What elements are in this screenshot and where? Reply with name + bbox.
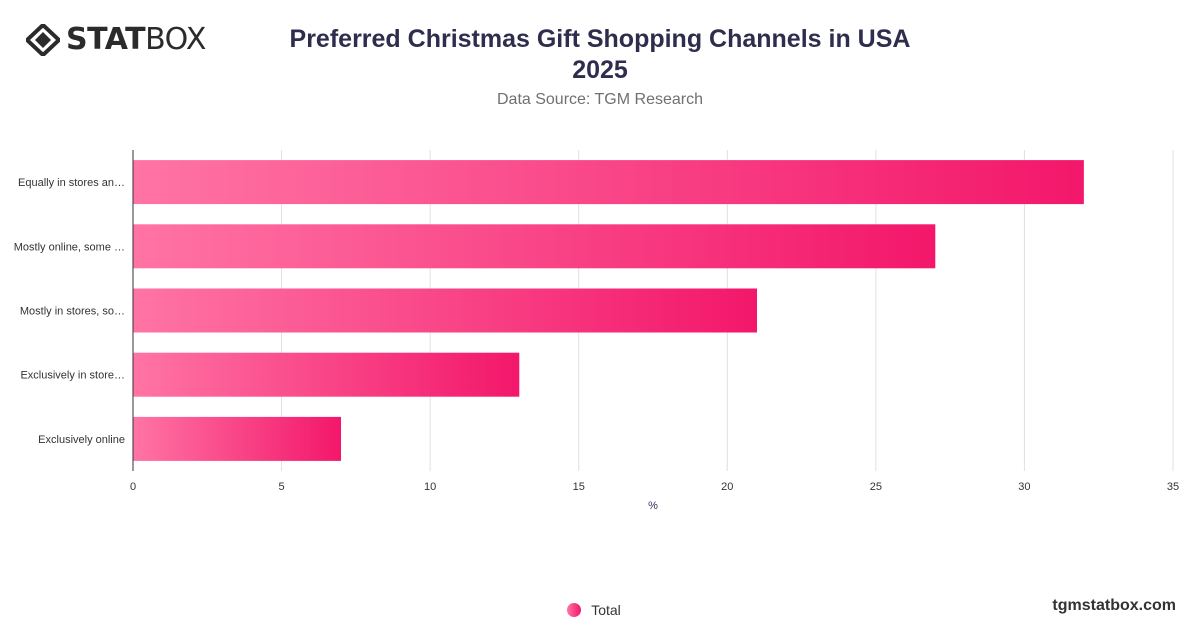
y-category-label: Exclusively in store…: [20, 370, 125, 382]
x-axis-labels: 0 5 10 15 20 25 30 35: [130, 481, 1179, 493]
y-category-label: Mostly in stores, so…: [20, 306, 125, 318]
bar[interactable]: [133, 416, 341, 461]
chart-title: Preferred Christmas Gift Shopping Channe…: [200, 24, 1000, 86]
legend-swatch: [567, 603, 582, 617]
statbox-logo: STATBOX: [26, 24, 206, 56]
y-axis-labels: Equally in stores an… Mostly online, some…: [14, 177, 125, 446]
logo-text-bold: STAT: [66, 22, 146, 57]
chart-title-line-2: 2025: [572, 56, 628, 84]
bar[interactable]: [133, 224, 936, 269]
bar[interactable]: [133, 160, 1084, 205]
bar[interactable]: [133, 288, 757, 333]
y-category-label: Exclusively online: [38, 434, 125, 446]
chart-subtitle: Data Source: TGM Research: [496, 91, 703, 108]
x-tick-label: 15: [573, 481, 585, 493]
logo-text: STATBOX: [66, 24, 206, 56]
bar[interactable]: [133, 352, 520, 397]
x-tick-label: 25: [870, 481, 882, 493]
chart-title-line-1: Preferred Christmas Gift Shopping Channe…: [289, 25, 911, 53]
x-tick-label: 0: [130, 481, 136, 493]
x-tick-label: 20: [721, 481, 733, 493]
legend-label[interactable]: Total: [591, 602, 621, 618]
y-category-label: Mostly online, some …: [14, 241, 125, 253]
x-tick-label: 35: [1167, 481, 1179, 493]
x-tick-label: 30: [1018, 481, 1030, 493]
x-tick-label: 10: [424, 481, 436, 493]
logo-text-light: BOX: [145, 22, 206, 57]
y-category-label: Equally in stores an…: [18, 177, 125, 189]
footer-site: tgmstatbox.com: [1052, 597, 1176, 614]
bars: [133, 160, 1084, 461]
legend: Total: [0, 602, 1200, 618]
statbox-diamond-icon: [26, 24, 60, 56]
x-tick-label: 5: [279, 481, 285, 493]
x-axis-title: %: [648, 500, 658, 512]
